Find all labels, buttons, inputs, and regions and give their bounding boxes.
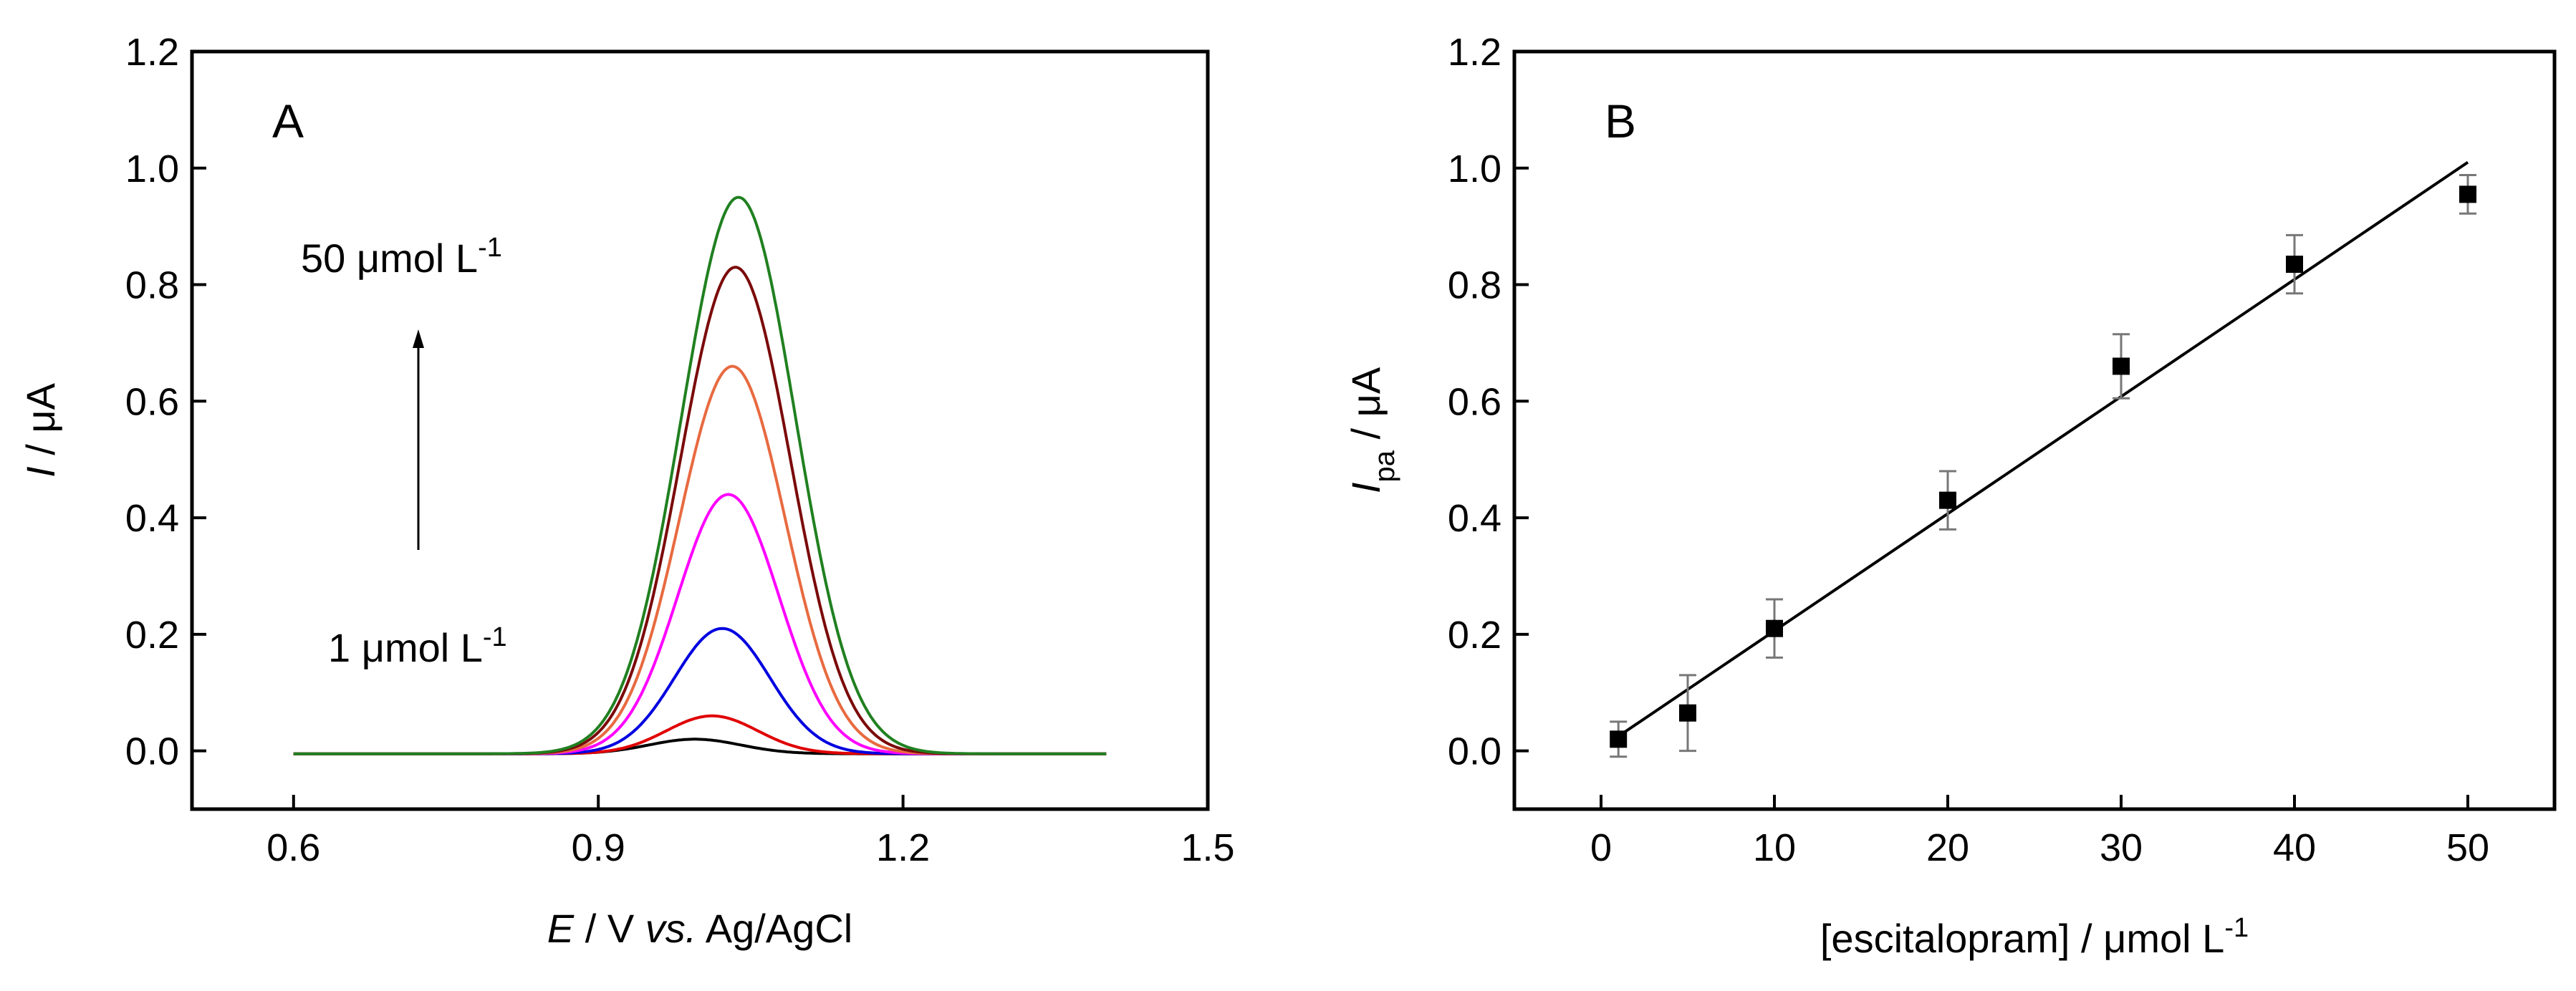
concentration-arrow-head xyxy=(413,329,424,348)
panel-b-y-tick-label: 1.0 xyxy=(1448,148,1501,190)
data-point-3 xyxy=(1766,619,1783,637)
panel-a-x-tick-label: 1.2 xyxy=(876,826,930,869)
panel-a-curves xyxy=(293,195,1107,755)
panel-a-y-tick-label: 0.6 xyxy=(125,380,179,423)
panel-b-x-tick-label: 30 xyxy=(2100,826,2143,869)
panel-b-frame xyxy=(1512,49,2557,811)
panel-a-frame xyxy=(190,49,1210,811)
panel-b-x-tick-label: 0 xyxy=(1590,826,1612,869)
panel-a-y-axis-label: I / μA xyxy=(18,382,63,478)
series-line-1 xyxy=(293,738,1107,755)
series-line-7 xyxy=(293,195,1107,755)
panel-a-x-axis-label: E / V vs. Ag/AgCl xyxy=(547,906,852,951)
panel-b-x-tick-label: 10 xyxy=(1753,826,1796,869)
panel-b-y-axis-label: Ipa / μA xyxy=(1343,367,1400,493)
series-line-2 xyxy=(293,714,1107,755)
panel-a-y-tick-label: 0.2 xyxy=(125,614,179,657)
panel-b-x-tick-label: 20 xyxy=(1926,826,1969,869)
panel-a-x-tick-label: 1.5 xyxy=(1181,826,1234,869)
panel-b-fit xyxy=(1618,160,2469,738)
data-point-6 xyxy=(2286,256,2303,274)
series-line-4 xyxy=(293,493,1107,755)
panel-b-x-axis-label: [escitalopram] / μmol L-1 xyxy=(1820,913,2249,961)
annotation-top: 50 μmol L-1 xyxy=(301,233,502,281)
panel-b-ticks: 0 10 20 30 40 50 0.0 0.2 0.4 0.6 0.8 1.0 1.2 xyxy=(1448,31,2489,869)
data-point-1 xyxy=(1610,730,1628,748)
panel-a-y-tick-label: 0.8 xyxy=(125,264,179,307)
panel-b-y-tick-label: 0.6 xyxy=(1448,380,1501,423)
panel-b-y-tick-label: 1.2 xyxy=(1448,31,1501,74)
panel-a-label: A xyxy=(272,95,304,148)
data-point-7 xyxy=(2459,185,2476,203)
data-point-2 xyxy=(1679,704,1696,722)
panel-a-x-tick-label: 0.6 xyxy=(266,826,320,869)
panel-b-x-tick-label: 40 xyxy=(2273,826,2316,869)
panel-a-x-tick-label: 0.9 xyxy=(572,826,625,869)
panel-b-points xyxy=(1610,174,2476,758)
panel-b-y-tick-label: 0.8 xyxy=(1448,264,1501,307)
panel-a-y-tick-label: 1.0 xyxy=(125,148,179,190)
panel-a-y-tick-label: 1.2 xyxy=(125,31,179,74)
panel-b-y-tick-label: 0.4 xyxy=(1448,497,1501,540)
panel-a-y-tick-label: 0.0 xyxy=(125,730,179,773)
fit-line xyxy=(1618,160,2469,738)
panel-b-y-tick-label: 0.2 xyxy=(1448,614,1501,657)
panel-a-ticks: 0.6 0.9 1.2 1.5 0.0 0.2 0.4 0.6 0.8 1.0 1.2 xyxy=(125,31,1235,869)
data-point-5 xyxy=(2113,357,2130,375)
panel-b-x-tick-label: 50 xyxy=(2446,826,2489,869)
panel-b-label: B xyxy=(1605,95,1636,148)
annotation-bottom: 1 μmol L-1 xyxy=(328,622,507,670)
panel-b-y-tick-label: 0.0 xyxy=(1448,730,1501,773)
data-point-4 xyxy=(1939,491,1956,509)
series-line-5 xyxy=(293,364,1107,755)
panel-a-y-tick-label: 0.4 xyxy=(125,497,179,540)
panel-a: 0.6 0.9 1.2 1.5 0.0 0.2 0.4 0.6 0.8 1.0 1.2 A 50 μ… xyxy=(18,31,1235,951)
panel-b: 0 10 20 30 40 50 0.0 0.2 0.4 0.6 0.8 1.0 1.2 B [esci… xyxy=(1343,31,2557,961)
